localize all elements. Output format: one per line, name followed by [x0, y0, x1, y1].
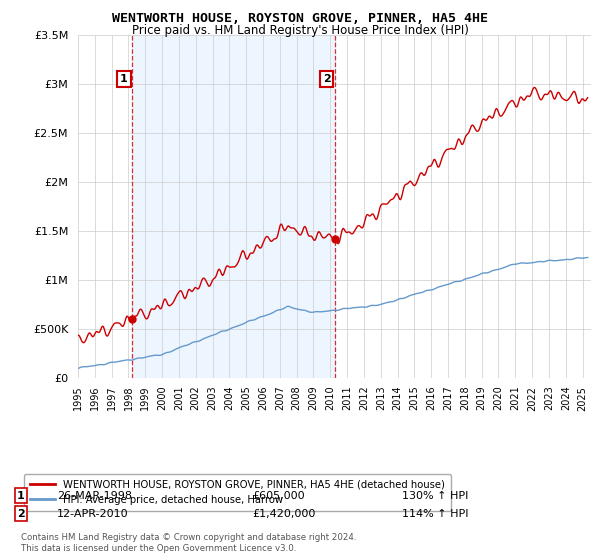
- Text: 1: 1: [17, 491, 25, 501]
- Text: 2: 2: [323, 74, 331, 84]
- Text: 1: 1: [120, 74, 128, 84]
- Text: 114% ↑ HPI: 114% ↑ HPI: [402, 508, 469, 519]
- Text: 26-MAR-1998: 26-MAR-1998: [57, 491, 132, 501]
- Text: 2: 2: [17, 508, 25, 519]
- Text: Price paid vs. HM Land Registry's House Price Index (HPI): Price paid vs. HM Land Registry's House …: [131, 24, 469, 37]
- Text: 130% ↑ HPI: 130% ↑ HPI: [402, 491, 469, 501]
- Text: £605,000: £605,000: [252, 491, 305, 501]
- Text: Contains HM Land Registry data © Crown copyright and database right 2024.
This d: Contains HM Land Registry data © Crown c…: [21, 533, 356, 553]
- Text: £1,420,000: £1,420,000: [252, 508, 316, 519]
- Text: 12-APR-2010: 12-APR-2010: [57, 508, 128, 519]
- Bar: [133, 35, 335, 378]
- Text: WENTWORTH HOUSE, ROYSTON GROVE, PINNER, HA5 4HE: WENTWORTH HOUSE, ROYSTON GROVE, PINNER, …: [112, 12, 488, 25]
- Legend: WENTWORTH HOUSE, ROYSTON GROVE, PINNER, HA5 4HE (detached house), HPI: Average p: WENTWORTH HOUSE, ROYSTON GROVE, PINNER, …: [24, 474, 451, 511]
